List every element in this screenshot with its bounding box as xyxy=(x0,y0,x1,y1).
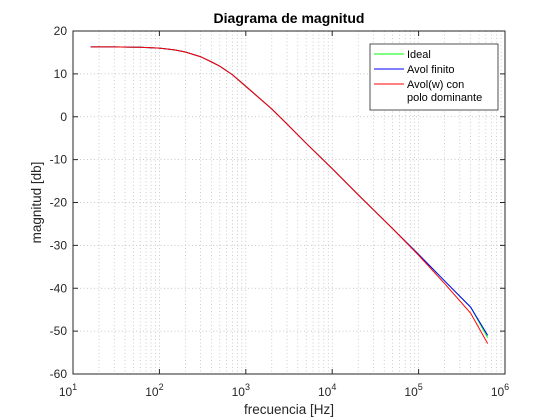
y-tick-label: -40 xyxy=(50,281,68,295)
y-tick-label: -10 xyxy=(50,153,68,167)
series-lines xyxy=(90,46,489,344)
x-tick-label: 104 xyxy=(318,382,336,399)
axis-ticks: 101 102 103 104 105 106 20 10 0 -10 -20 -30 -40 -50 -6… xyxy=(50,24,510,399)
x-tick-label: 102 xyxy=(145,382,163,399)
x-tick-label: 103 xyxy=(232,382,250,399)
legend-label: Ideal xyxy=(407,49,431,61)
legend-label: Avol finito xyxy=(407,64,455,76)
y-tick-label: -30 xyxy=(50,238,68,252)
y-tick-label: -20 xyxy=(50,196,68,210)
legend-label: polo dominante xyxy=(407,92,482,104)
x-tick-label: 106 xyxy=(491,382,509,399)
chart-title: Diagrama de magnitud xyxy=(214,10,365,26)
y-tick-label: 0 xyxy=(60,110,67,124)
x-tick-label: 105 xyxy=(404,382,422,399)
x-axis-label: frecuencia [Hz] xyxy=(244,402,334,417)
y-tick-label: 10 xyxy=(54,67,68,81)
y-axis-label: magnitud [db] xyxy=(29,162,44,244)
x-tick-label: 101 xyxy=(59,382,77,399)
grid xyxy=(72,30,506,375)
legend-box xyxy=(369,43,499,111)
legend-label: Avol(w) con xyxy=(407,79,464,91)
y-tick-label: 20 xyxy=(54,24,68,38)
y-tick-label: -60 xyxy=(50,367,68,381)
y-tick-label: -50 xyxy=(50,324,68,338)
series-line-avol-w-con-polo-dominante xyxy=(90,46,489,344)
